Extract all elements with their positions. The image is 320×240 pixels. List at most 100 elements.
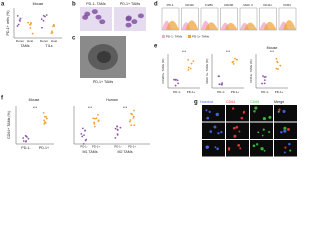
x-label: PD-1+ [92, 145, 100, 149]
dot [44, 115, 46, 118]
x-label: PD-1+ [275, 90, 284, 94]
cell-signal [280, 131, 283, 134]
cell-signal [208, 110, 211, 114]
dot [42, 14, 45, 17]
image-label: PD-1+ TAMs [93, 80, 114, 84]
fluorescence-image [202, 105, 225, 122]
dot [97, 113, 99, 116]
legend-swatch [188, 35, 191, 38]
axis [211, 54, 244, 89]
dot [19, 17, 22, 20]
cell-signal [282, 109, 286, 113]
dot [235, 58, 238, 61]
channel-label: Merge [274, 100, 284, 104]
fluorescence-image [250, 122, 273, 139]
cell-signal [240, 116, 244, 120]
dot [119, 126, 122, 129]
cell-signal [209, 130, 213, 133]
dot [262, 75, 264, 77]
dot [85, 138, 88, 141]
image-label: PD-1+ TAMs [120, 2, 141, 6]
dot [263, 76, 266, 78]
dot [132, 115, 135, 118]
hist [244, 22, 257, 30]
cell-signal [227, 147, 231, 150]
cell-signal [262, 116, 266, 121]
legend-swatch [162, 35, 165, 38]
dot [189, 67, 192, 70]
y-label: CD64+ TAMs (%) [7, 111, 11, 139]
panel-title: Mouse [29, 98, 40, 102]
dot [42, 112, 45, 114]
dot [129, 119, 132, 121]
cell-signal [268, 131, 271, 134]
dot [177, 82, 180, 85]
axis [255, 54, 288, 89]
cell [99, 19, 106, 25]
x-label: PD-1+ [187, 90, 196, 94]
cell-signal [205, 109, 208, 112]
x-label: PD-1- [261, 90, 269, 94]
axis [13, 8, 62, 39]
group-label: TAMs [20, 44, 29, 48]
hist [263, 21, 277, 30]
dot [232, 60, 235, 63]
x-label: PD-1- [80, 145, 87, 149]
panel-title: Mouse [267, 46, 278, 50]
fluorescence-image [274, 105, 297, 122]
dot [263, 79, 266, 82]
axis [73, 106, 150, 145]
y-label: CD64+ TAMs (%) [249, 59, 253, 82]
cell-signal [284, 146, 287, 149]
em-nucleus [97, 51, 111, 63]
hist [283, 20, 296, 30]
panel-letter: f [1, 96, 4, 102]
dot [94, 117, 96, 120]
y-label: PD-1+ cells (%) [6, 10, 10, 35]
cell-signal [205, 145, 210, 149]
dot [84, 129, 86, 132]
dot [114, 127, 117, 130]
cell-signal [263, 149, 266, 152]
dot [43, 119, 45, 122]
dot [51, 31, 54, 34]
panel-letter: a [1, 2, 5, 8]
panel-letter: b [72, 2, 76, 8]
channel-label: Hoechst [200, 100, 213, 104]
hist [166, 20, 179, 30]
dot [83, 134, 85, 137]
channel-label: CD64 [226, 100, 235, 104]
dot [41, 26, 43, 29]
marker-label: CD206 [224, 3, 234, 7]
dot [263, 82, 266, 85]
dot [218, 83, 221, 86]
fluorescence-image [226, 105, 249, 122]
cell-signal [261, 134, 264, 137]
dot [45, 117, 48, 120]
marker-label: MHC II [243, 3, 252, 7]
dot [220, 83, 223, 86]
dot [30, 22, 32, 25]
axis [15, 106, 54, 145]
cell-signal [257, 131, 260, 134]
cell-signal [283, 129, 287, 133]
cell-signal [253, 110, 256, 113]
dot [18, 19, 21, 22]
hist [205, 22, 218, 30]
cell-signal [260, 147, 264, 151]
dot [232, 62, 235, 65]
dot [43, 122, 46, 125]
panel-letter: d [154, 2, 158, 8]
dot [27, 21, 29, 24]
dot [221, 82, 224, 84]
dot [133, 109, 136, 112]
dot [116, 125, 119, 128]
dot [133, 124, 136, 127]
cell-signal [254, 106, 258, 110]
marker-label: PD-1 [167, 3, 174, 7]
dot [24, 140, 27, 143]
dot [95, 117, 98, 120]
dot [234, 57, 236, 60]
marker-label: CD64 [283, 3, 291, 7]
